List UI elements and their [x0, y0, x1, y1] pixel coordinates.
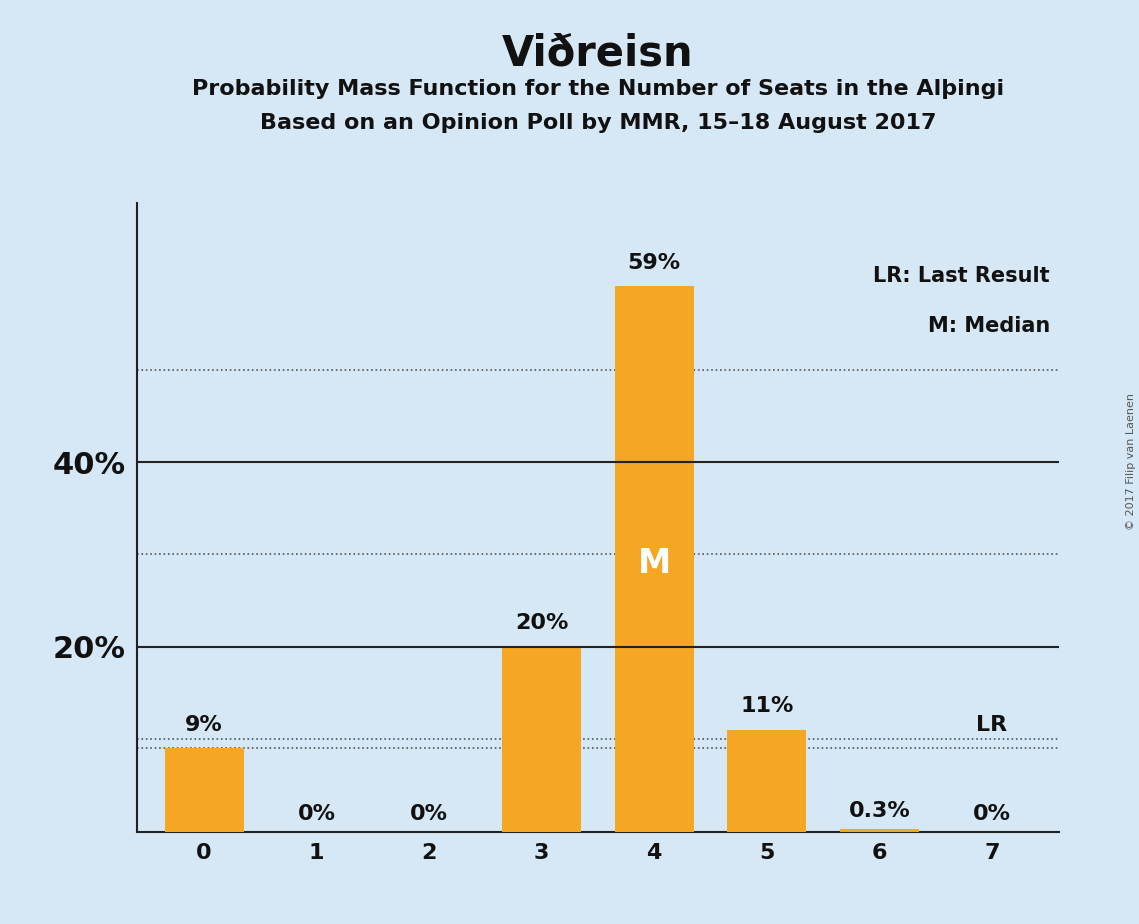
Text: © 2017 Filip van Laenen: © 2017 Filip van Laenen [1125, 394, 1136, 530]
Text: 59%: 59% [628, 252, 681, 273]
Text: 11%: 11% [740, 696, 794, 716]
Text: 0.3%: 0.3% [849, 801, 910, 821]
Text: Probability Mass Function for the Number of Seats in the Alþingi: Probability Mass Function for the Number… [191, 79, 1005, 99]
Text: 20%: 20% [515, 613, 568, 633]
Bar [615, 286, 694, 832]
Text: 0%: 0% [410, 804, 449, 824]
Bar [502, 647, 581, 832]
Text: M: M [638, 547, 671, 580]
Bar [728, 730, 806, 832]
Text: 9%: 9% [186, 714, 223, 735]
Text: LR: LR [976, 714, 1007, 735]
Text: LR: Last Result: LR: Last Result [874, 266, 1050, 286]
Text: 0%: 0% [973, 804, 1010, 824]
Text: M: Median: M: Median [928, 316, 1050, 336]
Text: Based on an Opinion Poll by MMR, 15–18 August 2017: Based on an Opinion Poll by MMR, 15–18 A… [260, 113, 936, 133]
Text: 0%: 0% [297, 804, 336, 824]
Bar [839, 829, 919, 832]
Bar [165, 748, 244, 832]
Text: Viðreisn: Viðreisn [502, 32, 694, 74]
